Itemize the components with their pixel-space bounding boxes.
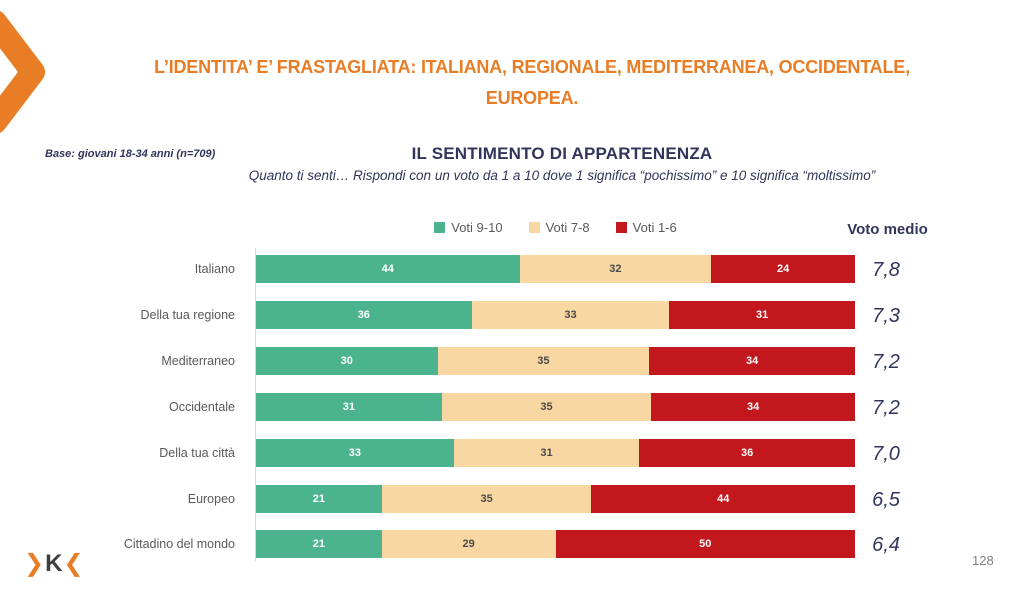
voto-medio-header: Voto medio — [847, 221, 928, 238]
category-label: Della tua città — [159, 445, 235, 460]
bar-segment-voti-7-8: 35 — [437, 346, 650, 375]
segment-value: 44 — [717, 492, 730, 505]
segment-value: 44 — [381, 263, 394, 275]
segment-value: 31 — [342, 400, 355, 413]
bar-segment-voti-9-10: 21 — [256, 530, 382, 559]
segment-value: 24 — [777, 263, 790, 275]
chart-title: IL SENTIMENTO DI APPARTENENZA — [411, 144, 713, 163]
bar-segment-voti-9-10: 31 — [256, 392, 442, 421]
bar-segment-voti-1-6: 34 — [649, 346, 855, 375]
category-label: Mediterraneo — [161, 353, 235, 368]
voto-medio-value: 7,2 — [872, 350, 900, 373]
logo-left-chevron-icon: ❯ — [24, 549, 46, 577]
segment-value: 31 — [756, 308, 769, 321]
chart-row: Della tua città 33 31 36 7,0 — [0, 438, 1024, 467]
axis-line — [255, 248, 256, 561]
bar-stack: 33 31 36 — [256, 438, 855, 467]
page-number: 128 — [972, 553, 994, 568]
segment-value: 30 — [340, 354, 353, 367]
voto-medio-value: 7,0 — [872, 442, 900, 465]
bar-segment-voti-7-8: 33 — [471, 300, 670, 329]
segment-value: 21 — [312, 492, 326, 505]
chart-row: Europeo 21 35 44 6,5 — [0, 484, 1024, 513]
segment-value: 35 — [537, 354, 550, 367]
bar-stack: 30 35 34 — [256, 346, 855, 375]
brand-logo: ❯K❮ — [24, 549, 85, 578]
chart-row: Italiano 44 32 24 7,8 — [0, 255, 1024, 283]
bar-segment-voti-7-8: 29 — [381, 530, 556, 559]
bar-segment-voti-1-6: 36 — [639, 438, 855, 467]
slide-title-line1: L’IDENTITA’ E’ FRASTAGLIATA: ITALIANA, R… — [154, 57, 910, 77]
logo-letter-k: K — [45, 550, 64, 577]
bar-segment-voti-1-6: 44 — [591, 484, 856, 513]
slide-title: L’IDENTITA’ E’ FRASTAGLIATA: ITALIANA, R… — [58, 52, 1006, 114]
legend-swatch-voti-9-10-icon — [434, 222, 446, 233]
bar-segment-voti-1-6: 50 — [555, 530, 855, 559]
bar-segment-voti-7-8: 32 — [519, 255, 712, 283]
bar-segment-voti-1-6: 31 — [669, 300, 855, 329]
segment-value: 36 — [741, 446, 754, 459]
chart-row: Mediterraneo 30 35 34 7,2 — [0, 346, 1024, 375]
base-note: Base: giovani 18-34 anni (n=709) — [45, 148, 216, 160]
category-label: Cittadino del mondo — [123, 537, 235, 552]
category-label: Europeo — [187, 491, 235, 506]
bar-segment-voti-1-6: 24 — [711, 255, 856, 283]
chart-row: Della tua regione 36 33 31 7,3 — [0, 300, 1024, 329]
voto-medio-value: 7,3 — [872, 304, 900, 327]
segment-value: 33 — [564, 308, 577, 321]
bar-segment-voti-7-8: 35 — [441, 392, 652, 421]
legend-label-voti-1-6: Voti 1-6 — [632, 220, 677, 235]
segment-value: 35 — [540, 400, 553, 413]
legend-swatch-voti-1-6-icon — [615, 222, 627, 233]
bar-segment-voti-9-10: 33 — [256, 438, 454, 467]
chart-header: IL SENTIMENTO DI APPARTENENZA Quanto ti … — [140, 144, 984, 183]
legend-item-voti-1-6: Voti 1-6 — [615, 220, 677, 235]
segment-value: 29 — [462, 538, 475, 551]
chart-row: Occidentale 31 35 34 7,2 — [0, 392, 1024, 421]
segment-value: 32 — [609, 263, 622, 275]
slide-title-line2: EUROPEA. — [485, 88, 579, 108]
bar-segment-voti-9-10: 36 — [256, 300, 472, 329]
segment-value: 31 — [540, 446, 553, 459]
logo-right-chevron-icon: ❮ — [63, 549, 85, 577]
legend-label-voti-9-10: Voti 9-10 — [451, 220, 503, 235]
segment-value: 34 — [747, 400, 760, 413]
bar-segment-voti-9-10: 21 — [256, 484, 382, 513]
chart-legend: Voti 9-10 Voti 7-8 Voti 1-6 — [256, 220, 855, 235]
segment-value: 21 — [312, 538, 326, 551]
voto-medio-value: 6,5 — [872, 488, 900, 511]
chart-subtitle: Quanto ti senti… Rispondi con un voto da… — [248, 168, 876, 183]
bar-segment-voti-7-8: 35 — [381, 484, 592, 513]
legend-swatch-voti-7-8-icon — [528, 222, 540, 233]
voto-medio-value: 7,2 — [872, 396, 900, 419]
bar-stack: 44 32 24 — [256, 255, 856, 283]
segment-value: 35 — [480, 492, 493, 505]
bar-segment-voti-1-6: 34 — [651, 392, 855, 421]
segment-value: 36 — [357, 308, 370, 321]
segment-value: 33 — [348, 446, 361, 459]
bar-stack: 31 35 34 — [256, 392, 855, 421]
brand-chevron-icon — [0, 11, 45, 133]
legend-label-voti-7-8: Voti 7-8 — [545, 220, 590, 235]
bar-stack: 21 35 44 — [256, 484, 856, 513]
bar-segment-voti-9-10: 44 — [256, 255, 520, 283]
voto-medio-value: 7,8 — [872, 259, 900, 281]
bar-segment-voti-7-8: 31 — [453, 438, 640, 467]
voto-medio-value: 6,4 — [872, 534, 900, 557]
legend-item-voti-7-8: Voti 7-8 — [528, 220, 590, 235]
bar-stack: 36 33 31 — [256, 300, 855, 329]
segment-value: 34 — [746, 354, 759, 367]
category-label: Occidentale — [168, 399, 235, 414]
bar-stack: 21 29 50 — [256, 530, 855, 559]
category-label: Italiano — [194, 262, 235, 276]
category-label: Della tua regione — [140, 307, 235, 322]
segment-value: 50 — [699, 538, 712, 551]
legend-item-voti-9-10: Voti 9-10 — [434, 220, 503, 235]
bar-segment-voti-9-10: 30 — [256, 346, 438, 375]
chart-row: Cittadino del mondo 21 29 50 6,4 — [0, 530, 1024, 559]
